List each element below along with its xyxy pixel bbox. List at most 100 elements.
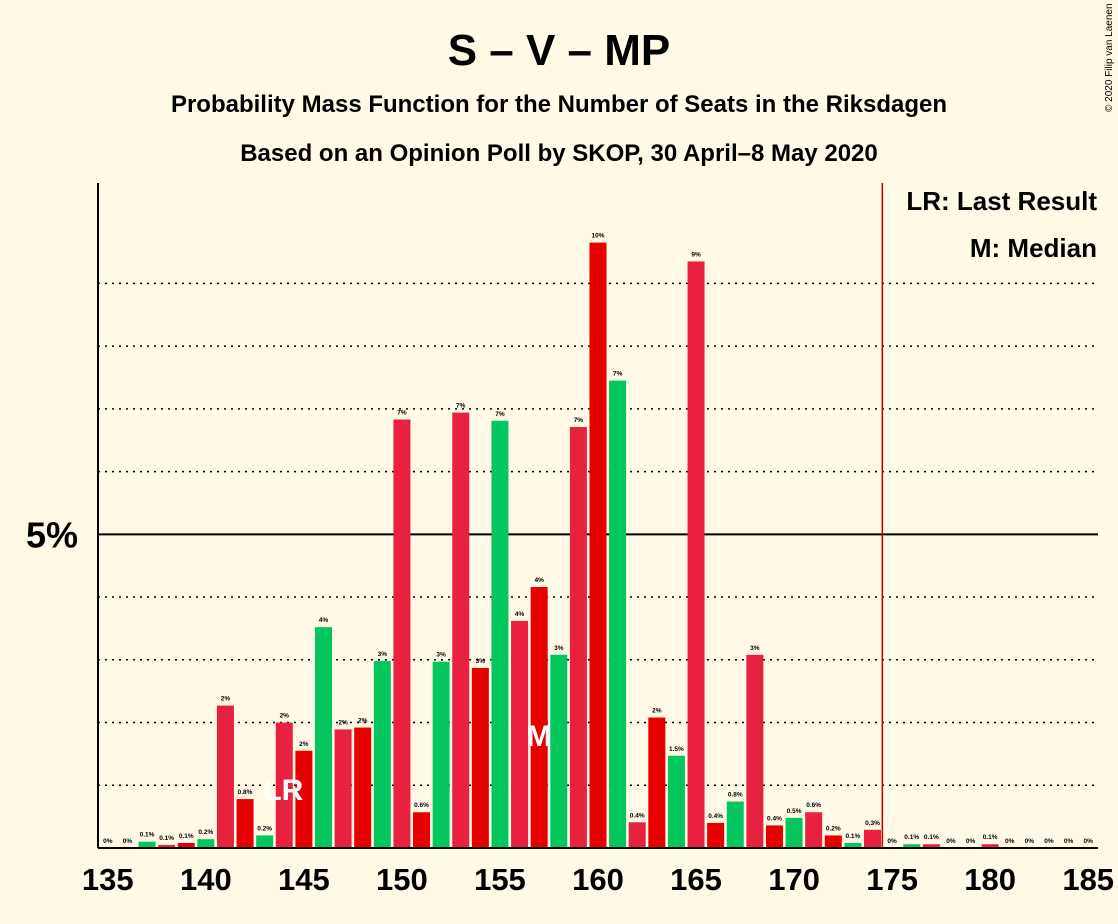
bar-143 [256, 835, 274, 848]
chart-subtitle-2: Based on an Opinion Poll by SKOP, 30 Apr… [240, 140, 878, 167]
data-label-180: 0.1% [983, 834, 998, 841]
bar-169 [765, 825, 783, 848]
data-label-152: 3% [436, 652, 446, 659]
x-tick-170: 170 [768, 862, 820, 897]
x-tick-135: 135 [82, 862, 134, 897]
data-label-150: 7% [397, 410, 407, 417]
bar-151 [413, 812, 431, 848]
bar-153 [452, 412, 470, 848]
data-label-175: 0% [887, 838, 897, 845]
y-axis-ticks: 5% [26, 514, 78, 555]
data-label-139: 0.1% [179, 833, 194, 840]
bar-158 [550, 654, 568, 848]
bar-163 [648, 717, 666, 848]
bar-166 [707, 822, 725, 848]
data-label-162: 0.4% [630, 812, 645, 819]
bar-161 [609, 380, 627, 848]
bar-160 [589, 242, 607, 848]
x-tick-185: 185 [1062, 862, 1114, 897]
data-label-166: 0.4% [708, 813, 723, 820]
data-label-151: 0.6% [414, 802, 429, 809]
chart-title: S – V – MP [448, 26, 671, 75]
data-label-185: 0% [1083, 838, 1093, 845]
data-label-182: 0% [1025, 838, 1035, 845]
bar-144 [275, 722, 293, 848]
data-label-178: 0% [946, 838, 956, 845]
data-label-158: 3% [554, 645, 564, 652]
median-marker: M [527, 720, 552, 753]
data-label-164: 1.5% [669, 746, 684, 753]
bar-145 [295, 750, 313, 848]
bar-157 [530, 587, 548, 848]
x-tick-150: 150 [376, 862, 428, 897]
data-label-142: 0.8% [238, 789, 253, 796]
bar-147 [334, 729, 352, 848]
data-label-173: 0.1% [845, 833, 860, 840]
bar-138 [158, 844, 176, 848]
bar-146 [314, 627, 332, 848]
bars [138, 242, 999, 848]
x-axis-ticks: 135 140 145 150 155 160 165 170 175 180 185 [82, 862, 1114, 897]
bar-170 [785, 817, 803, 848]
data-label-138: 0.1% [159, 835, 174, 842]
copyright-text: © 2020 Filip van Laenen [1104, 3, 1115, 112]
bar-152 [432, 661, 450, 848]
data-label-148: 2% [358, 718, 368, 725]
data-label-137: 0.1% [140, 832, 155, 839]
bar-174 [864, 829, 882, 848]
bar-176 [903, 844, 921, 848]
bar-168 [746, 654, 764, 848]
data-label-183: 0% [1044, 838, 1054, 845]
x-tick-140: 140 [180, 862, 232, 897]
data-label-156: 4% [515, 611, 525, 618]
data-labels: 0% 0% 0.1% 0.1% 0.1% 0.2% 2% 0.8% 0.2% 2% 2% 4% 2% 2%… [103, 233, 1093, 845]
data-label-170: 0.5% [787, 808, 802, 815]
bar-162 [628, 822, 646, 848]
last-result-marker: LR [263, 774, 303, 807]
data-label-136: 0% [123, 838, 133, 845]
data-label-140: 0.2% [198, 829, 213, 836]
bar-167 [726, 801, 744, 848]
data-label-177: 0.1% [924, 834, 939, 841]
x-tick-160: 160 [572, 862, 624, 897]
bar-155 [491, 420, 509, 848]
data-label-167: 0.8% [728, 792, 743, 799]
legend-last-result: LR: Last Result [906, 186, 1097, 216]
bar-139 [177, 842, 195, 848]
bar-159 [569, 427, 587, 848]
bar-148 [354, 727, 372, 848]
x-tick-175: 175 [866, 862, 918, 897]
data-label-155: 7% [495, 411, 505, 418]
chart-subtitle-1: Probability Mass Function for the Number… [171, 91, 947, 118]
data-label-157: 4% [534, 577, 544, 584]
bar-164 [667, 755, 685, 848]
data-label-161: 7% [613, 371, 623, 378]
bar-172 [824, 835, 842, 848]
legend-median: M: Median [970, 233, 1097, 263]
bar-165 [687, 261, 705, 848]
data-label-146: 4% [319, 617, 329, 624]
data-label-181: 0% [1005, 838, 1015, 845]
data-label-143: 0.2% [257, 825, 272, 832]
bar-140 [197, 839, 215, 848]
bar-154 [471, 667, 489, 848]
bar-180 [981, 844, 999, 848]
bar-137 [138, 841, 156, 848]
data-label-141: 2% [221, 696, 231, 703]
bar-173 [844, 842, 862, 848]
data-label-160: 10% [591, 233, 604, 240]
data-label-147: 2% [338, 719, 348, 726]
bar-171 [805, 812, 823, 848]
bar-141 [216, 705, 234, 848]
data-label-169: 0.4% [767, 815, 782, 822]
x-tick-155: 155 [474, 862, 526, 897]
data-label-168: 3% [750, 645, 760, 652]
data-label-144: 2% [280, 713, 290, 720]
bar-150 [393, 419, 411, 848]
data-label-174: 0.3% [865, 820, 880, 827]
x-tick-165: 165 [670, 862, 722, 897]
data-label-154: 3% [476, 658, 486, 665]
bar-149 [373, 661, 391, 848]
y-tick-label: 5% [26, 514, 78, 555]
